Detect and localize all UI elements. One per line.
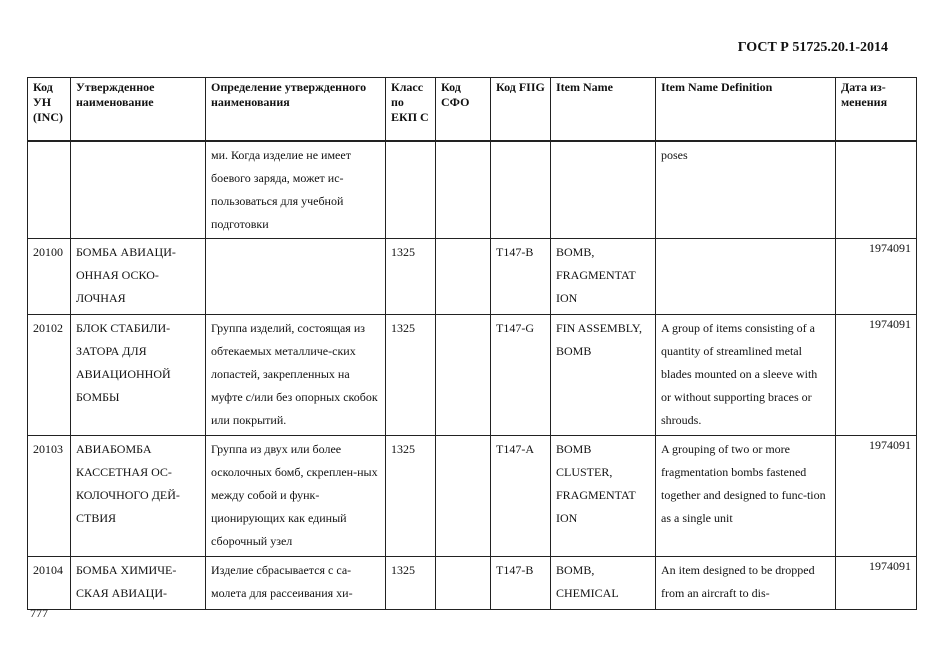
table-cell: Группа из двух или более осколочных бомб…	[205, 435, 386, 557]
table-cell: Группа изделий, состоящая из обтекаемых …	[205, 314, 386, 436]
table-row: 20102 БЛОК СТАБИЛИ-ЗАТОРА ДЛЯ АВИАЦИОННОЙ…	[27, 314, 917, 436]
document-header: ГОСТ Р 51725.20.1-2014	[737, 40, 888, 55]
table-cell: BOMB, CHEMICAL	[550, 556, 656, 610]
table-cell: БОМБА АВИАЦИ-ОННАЯ ОСКО-ЛОЧНАЯ	[70, 238, 206, 315]
table-cell: T147-A	[490, 435, 551, 557]
table-cell	[550, 140, 656, 239]
table-cell: A grouping of two or more fragmentation …	[655, 435, 836, 557]
table-cell: 1325	[385, 435, 436, 557]
table-cell: BOMB, FRAGMENTAT ION	[550, 238, 656, 315]
table-cell: 20104	[27, 556, 71, 610]
table-cell	[655, 238, 836, 315]
table-cell: BOMB CLUSTER, FRAGMENTAT ION	[550, 435, 656, 557]
table-cell: 20103	[27, 435, 71, 557]
table-cell: poses	[655, 140, 836, 239]
nomenclature-table: Код УН (INC) Утвержденное наименование Опр…	[27, 77, 917, 610]
table-cell: 1974091	[835, 435, 917, 557]
column-header: Определение утвержденного наименования	[205, 77, 386, 142]
table-cell	[27, 140, 71, 239]
table-cell	[70, 140, 206, 239]
table-cell	[490, 140, 551, 239]
column-header: Дата из-менения	[835, 77, 917, 142]
table-row: 20100 БОМБА АВИАЦИ-ОННАЯ ОСКО-ЛОЧНАЯ 1325 T…	[27, 238, 917, 315]
column-header: Item Name	[550, 77, 656, 142]
table-cell	[835, 140, 917, 239]
column-header: Код СФО	[435, 77, 491, 142]
column-header: Item Name Definition	[655, 77, 836, 142]
column-header: Утвержденное наименование	[70, 77, 206, 142]
column-header: Код FIIG	[490, 77, 551, 142]
table-cell: АВИАБОМБА КАССЕТНАЯ ОС-КОЛОЧНОГО ДЕЙ-СТВ…	[70, 435, 206, 557]
table-cell: T147-B	[490, 556, 551, 610]
table-cell: Изделие сбрасывается с са-молета для рас…	[205, 556, 386, 610]
table-row: ми. Когда изделие не имеет боевого заряд…	[27, 140, 917, 239]
page-number: 777	[30, 606, 48, 620]
table-cell: 1325	[385, 556, 436, 610]
table-cell: 1974091	[835, 314, 917, 436]
table-cell: FIN ASSEMBLY, BOMB	[550, 314, 656, 436]
table-row: 20104 БОМБА ХИМИЧЕ-СКАЯ АВИАЦИ- Изделие сб…	[27, 556, 917, 610]
table-cell	[385, 140, 436, 239]
table-cell: БОМБА ХИМИЧЕ-СКАЯ АВИАЦИ-	[70, 556, 206, 610]
table-cell: 20102	[27, 314, 71, 436]
table-cell	[205, 238, 386, 315]
table-cell: A group of items consisting of a quantit…	[655, 314, 836, 436]
table-cell: T147-G	[490, 314, 551, 436]
table-cell: 1325	[385, 238, 436, 315]
table-cell: 1974091	[835, 556, 917, 610]
column-header: Код УН (INC)	[27, 77, 71, 142]
table-cell	[435, 435, 491, 557]
table-cell	[435, 238, 491, 315]
table-cell: T147-B	[490, 238, 551, 315]
table-cell: БЛОК СТАБИЛИ-ЗАТОРА ДЛЯ АВИАЦИОННОЙ БОМБ…	[70, 314, 206, 436]
table-cell	[435, 140, 491, 239]
table-cell	[435, 314, 491, 436]
table-cell: 1325	[385, 314, 436, 436]
table-cell: 1974091	[835, 238, 917, 315]
table-row: 20103 АВИАБОМБА КАССЕТНАЯ ОС-КОЛОЧНОГО ДЕ…	[27, 435, 917, 557]
table-cell: 20100	[27, 238, 71, 315]
column-header: Класс по ЕКП С	[385, 77, 436, 142]
table-cell: ми. Когда изделие не имеет боевого заряд…	[205, 140, 386, 239]
table-cell	[435, 556, 491, 610]
table-cell: An item designed to be dropped from an a…	[655, 556, 836, 610]
